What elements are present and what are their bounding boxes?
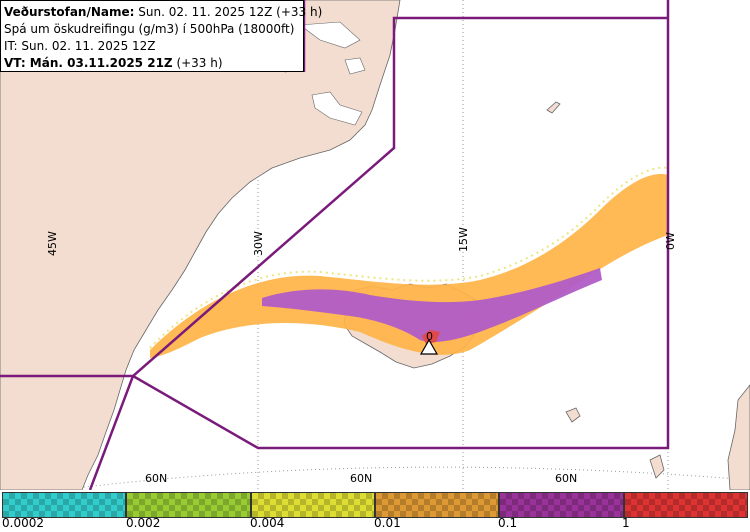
- valid-time-label: VT:: [4, 56, 26, 70]
- boundary-south-line: [88, 375, 135, 490]
- lat-label-60n-a: 60N: [145, 472, 167, 485]
- faroe-islands: [565, 407, 581, 423]
- jan-mayen-island: [546, 101, 561, 114]
- ash-plume-peak: [422, 330, 440, 344]
- valid-time-offset: (+33 h): [172, 56, 223, 70]
- info-line-description: Spá um öskudreifingu (g/m3) í 500hPa (18…: [4, 22, 295, 36]
- lat-label-60n-c: 60N: [555, 472, 577, 485]
- ash-plume-high: [262, 268, 602, 342]
- parallel-60n: [59, 466, 750, 490]
- info-line-issuer: Veðurstofan/Name: Sun. 02. 11. 2025 12Z …: [4, 4, 322, 21]
- boundary-main-polygon: [130, 0, 670, 450]
- scotland-islands: [649, 454, 665, 479]
- fjord-a: [299, 21, 361, 49]
- legend-tick-0: 0.0002: [2, 516, 44, 530]
- volcano-label: 0: [426, 330, 433, 343]
- lon-label-30w: 30W: [252, 231, 265, 256]
- volcano-marker-icon: [419, 338, 439, 355]
- lon-label-45w: 45W: [46, 231, 59, 256]
- fjord-b: [311, 91, 363, 126]
- forecast-info-box: Veðurstofan/Name: Sun. 02. 11. 2025 12Z …: [0, 0, 322, 72]
- legend-segment-purple: [499, 492, 624, 518]
- legend-tick-2: 0.004: [250, 516, 285, 530]
- fjord-d: [344, 57, 366, 75]
- issuer-value: Sun. 02. 11. 2025 12Z (+33 h): [134, 5, 323, 19]
- lon-label-15w: 15W: [457, 227, 470, 252]
- legend-color-bar: [2, 492, 748, 518]
- ash-plume-edge: [149, 166, 669, 349]
- legend-tick-3: 0.01: [374, 516, 401, 530]
- ash-plume-low: [150, 174, 668, 358]
- valid-time-date: Mán. 03.11.2025 21Z: [25, 56, 173, 70]
- vaac-boundary: [0, 0, 670, 490]
- legend-segment-green: [126, 492, 251, 518]
- legend-segment-orange: [374, 492, 500, 518]
- lon-label-0w: 0W: [664, 232, 677, 250]
- concentration-legend: 0.0002 0.002 0.004 0.01 0.1 1: [0, 490, 750, 532]
- info-line-valid-time: VT: Mán. 03.11.2025 21Z (+33 h): [4, 55, 303, 72]
- legend-tick-1: 0.002: [126, 516, 161, 530]
- legend-tick-4: 0.1: [498, 516, 518, 530]
- lat-label-60n-b: 60N: [350, 472, 372, 485]
- legend-segment-red: [623, 492, 748, 518]
- info-line-issue-time: IT: Sun. 02. 11. 2025 12Z: [4, 39, 156, 53]
- legend-tick-5: 1: [622, 516, 630, 530]
- legend-segment-cyan: [2, 492, 127, 518]
- legend-segment-yellow: [250, 492, 375, 518]
- shetland-norway-coast: [727, 384, 750, 490]
- issuer-label: Veðurstofan/Name:: [4, 5, 135, 19]
- map-canvas: 0 45W 30W 15W 0W 60N 60N 60N: [0, 0, 750, 490]
- greenland-landmass: [0, 0, 401, 490]
